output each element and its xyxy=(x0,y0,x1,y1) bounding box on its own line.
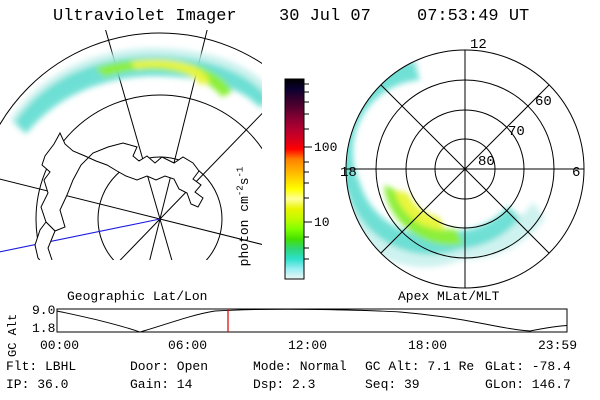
svg-text:Dsp: 2.3: Dsp: 2.3 xyxy=(253,377,315,392)
svg-text:100: 100 xyxy=(314,140,337,155)
svg-text:6: 6 xyxy=(572,165,580,181)
svg-text:GC Alt: 7.1 Re: GC Alt: 7.1 Re xyxy=(365,359,474,374)
svg-text:06:00: 06:00 xyxy=(168,338,207,353)
svg-text:Gain: 14: Gain: 14 xyxy=(130,377,193,392)
svg-text:12:00: 12:00 xyxy=(288,338,327,353)
svg-text:80: 80 xyxy=(478,154,495,170)
svg-text:Seq: 39: Seq: 39 xyxy=(365,377,420,392)
svg-text:Flt: LBHL: Flt: LBHL xyxy=(6,359,76,374)
svg-text:12: 12 xyxy=(470,37,487,53)
svg-text:GC Alt: GC Alt xyxy=(6,314,20,357)
svg-text:00:00: 00:00 xyxy=(40,338,79,353)
svg-text:Door: Open: Door: Open xyxy=(130,359,208,374)
svg-text:Geographic Lat/Lon: Geographic Lat/Lon xyxy=(67,289,207,304)
svg-text:GLon: 146.7: GLon: 146.7 xyxy=(485,377,571,392)
svg-text:Apex MLat/MLT: Apex MLat/MLT xyxy=(398,289,500,304)
svg-text:18: 18 xyxy=(340,165,357,181)
svg-text:1.8: 1.8 xyxy=(32,321,55,336)
svg-text:70: 70 xyxy=(508,124,525,140)
svg-text:Mode: Normal: Mode: Normal xyxy=(253,359,347,374)
svg-text:60: 60 xyxy=(535,94,552,110)
svg-text:10: 10 xyxy=(314,215,330,230)
svg-text:GLat: -78.4: GLat: -78.4 xyxy=(485,359,571,374)
svg-text:IP: 36.0: IP: 36.0 xyxy=(6,377,68,392)
svg-text:23:59: 23:59 xyxy=(538,338,577,353)
svg-text:18:00: 18:00 xyxy=(408,338,447,353)
svg-text:9.0: 9.0 xyxy=(32,303,55,318)
